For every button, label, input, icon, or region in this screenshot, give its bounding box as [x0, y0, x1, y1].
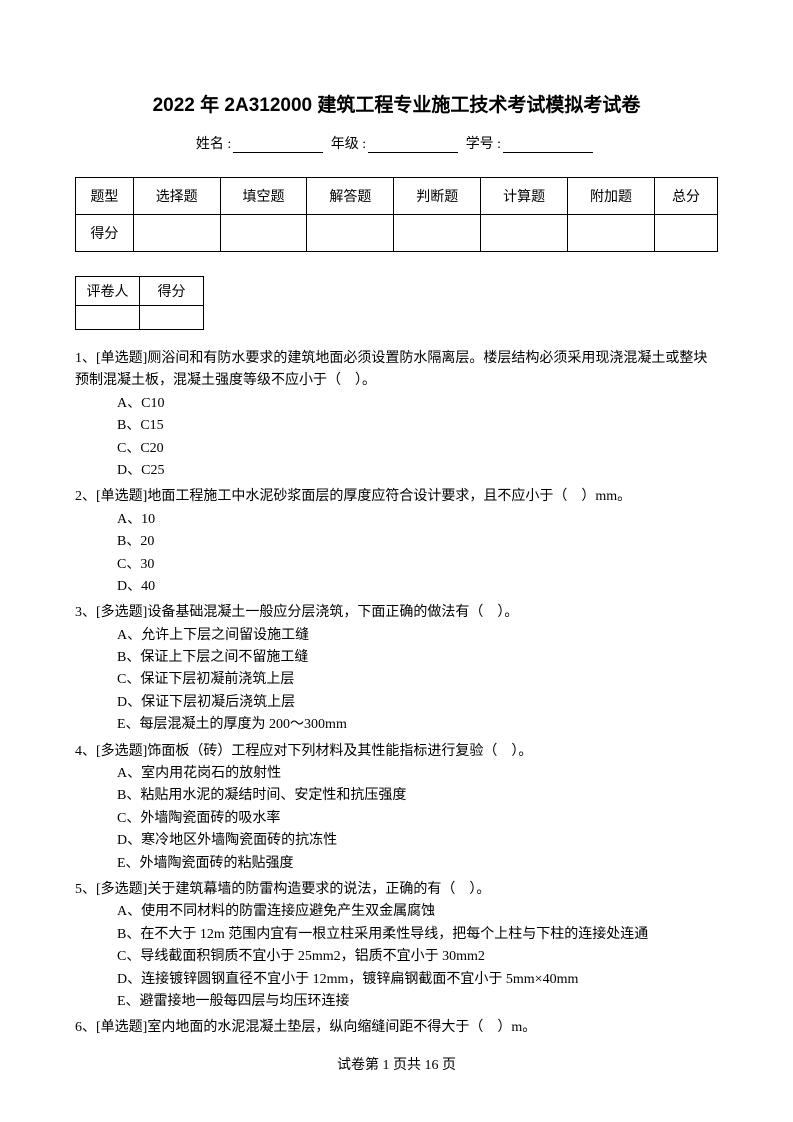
score-label: 得分 — [76, 215, 134, 252]
question-option: B、C15 — [75, 415, 718, 437]
question-option: B、20 — [75, 531, 718, 553]
grade-label: 年级 : — [331, 137, 366, 152]
question-text: 2、[单选题]地面工程施工中水泥砂浆面层的厚度应符合设计要求，且不应小于（ ）m… — [75, 486, 718, 508]
question: 3、[多选题]设备基础混凝土一般应分层浇筑，下面正确的做法有（ ）。A、允许上下… — [75, 602, 718, 736]
question-option: B、粘贴用水泥的凝结时间、安定性和抗压强度 — [75, 785, 718, 807]
score-cell[interactable] — [307, 215, 394, 252]
question-option: C、导线截面积铜质不宜小于 25mm2，铝质不宜小于 30mm2 — [75, 946, 718, 968]
exam-title: 2022 年 2A312000 建筑工程专业施工技术考试模拟考试卷 — [75, 90, 718, 117]
student-info-line: 姓名 : 年级 : 学号 : — [75, 133, 718, 153]
footer-total: 16 — [425, 1058, 439, 1073]
question-text: 3、[多选题]设备基础混凝土一般应分层浇筑，下面正确的做法有（ ）。 — [75, 602, 718, 624]
question-option: D、寒冷地区外墙陶瓷面砖的抗冻性 — [75, 830, 718, 852]
question-text: 6、[单选题]室内地面的水泥混凝土垫层，纵向缩缝间距不得大于（ ）m。 — [75, 1017, 718, 1039]
reviewer-score-cell[interactable] — [140, 306, 204, 330]
name-blank[interactable] — [233, 137, 323, 153]
questions-container: 1、[单选题]厕浴间和有防水要求的建筑地面必须设置防水隔离层。楼层结构必须采用现… — [75, 348, 718, 1040]
student-id-label: 学号 : — [466, 137, 501, 152]
question-text: 5、[多选题]关于建筑幕墙的防雷构造要求的说法，正确的有（ ）。 — [75, 879, 718, 901]
student-id-blank[interactable] — [503, 137, 593, 153]
question: 6、[单选题]室内地面的水泥混凝土垫层，纵向缩缝间距不得大于（ ）m。 — [75, 1017, 718, 1039]
question-option: C、30 — [75, 554, 718, 576]
question-option: E、避雷接地一般每四层与均压环连接 — [75, 991, 718, 1013]
question-option: C、外墙陶瓷面砖的吸水率 — [75, 808, 718, 830]
reviewer-label: 评卷人 — [76, 277, 140, 306]
header-total: 总分 — [654, 178, 717, 215]
header-fill: 填空题 — [220, 178, 307, 215]
reviewer-table: 评卷人 得分 — [75, 276, 204, 330]
question-option: C、C20 — [75, 438, 718, 460]
reviewer-cell[interactable] — [76, 306, 140, 330]
question-option: E、每层混凝土的厚度为 200～300mm — [75, 714, 718, 736]
question-option: B、在不大于 12m 范围内宜有一根立柱采用柔性导线，把每个上柱与下柱的连接处连… — [75, 924, 718, 946]
score-table-score-row: 得分 — [76, 215, 718, 252]
footer-current: 1 — [383, 1058, 390, 1073]
question-option: D、保证下层初凝后浇筑上层 — [75, 692, 718, 714]
question: 2、[单选题]地面工程施工中水泥砂浆面层的厚度应符合设计要求，且不应小于（ ）m… — [75, 486, 718, 598]
header-choice: 选择题 — [133, 178, 220, 215]
score-cell[interactable] — [220, 215, 307, 252]
page-footer: 试卷第 1 页共 16 页 — [0, 1054, 793, 1074]
footer-middle: 页共 — [390, 1058, 425, 1073]
score-table: 题型 选择题 填空题 解答题 判断题 计算题 附加题 总分 得分 — [75, 177, 718, 252]
question-option: D、C25 — [75, 460, 718, 482]
header-answer: 解答题 — [307, 178, 394, 215]
score-cell[interactable] — [133, 215, 220, 252]
question-text: 4、[多选题]饰面板（砖）工程应对下列材料及其性能指标进行复验（ ）。 — [75, 741, 718, 763]
score-cell[interactable] — [481, 215, 568, 252]
question-option: A、允许上下层之间留设施工缝 — [75, 625, 718, 647]
question-text: 1、[单选题]厕浴间和有防水要求的建筑地面必须设置防水隔离层。楼层结构必须采用现… — [75, 348, 718, 393]
question-option: A、10 — [75, 509, 718, 531]
question-option: A、使用不同材料的防雷连接应避免产生双金属腐蚀 — [75, 901, 718, 923]
question: 5、[多选题]关于建筑幕墙的防雷构造要求的说法，正确的有（ ）。A、使用不同材料… — [75, 879, 718, 1013]
question-option: E、外墙陶瓷面砖的粘贴强度 — [75, 853, 718, 875]
question: 4、[多选题]饰面板（砖）工程应对下列材料及其性能指标进行复验（ ）。A、室内用… — [75, 741, 718, 875]
question-option: B、保证上下层之间不留施工缝 — [75, 647, 718, 669]
name-label: 姓名 : — [196, 137, 231, 152]
header-extra: 附加题 — [568, 178, 655, 215]
footer-prefix: 试卷第 — [337, 1058, 383, 1073]
question-option: D、40 — [75, 576, 718, 598]
header-judge: 判断题 — [394, 178, 481, 215]
footer-suffix: 页 — [439, 1058, 457, 1073]
question-option: A、室内用花岗石的放射性 — [75, 763, 718, 785]
score-cell[interactable] — [568, 215, 655, 252]
header-type: 题型 — [76, 178, 134, 215]
score-cell[interactable] — [654, 215, 717, 252]
score-table-header-row: 题型 选择题 填空题 解答题 判断题 计算题 附加题 总分 — [76, 178, 718, 215]
reviewer-score-label: 得分 — [140, 277, 204, 306]
question: 1、[单选题]厕浴间和有防水要求的建筑地面必须设置防水隔离层。楼层结构必须采用现… — [75, 348, 718, 482]
question-option: A、C10 — [75, 393, 718, 415]
question-option: C、保证下层初凝前浇筑上层 — [75, 669, 718, 691]
header-calc: 计算题 — [481, 178, 568, 215]
grade-blank[interactable] — [368, 137, 458, 153]
score-cell[interactable] — [394, 215, 481, 252]
question-option: D、连接镀锌圆钢直径不宜小于 12mm，镀锌扁钢截面不宜小于 5mm×40mm — [75, 969, 718, 991]
